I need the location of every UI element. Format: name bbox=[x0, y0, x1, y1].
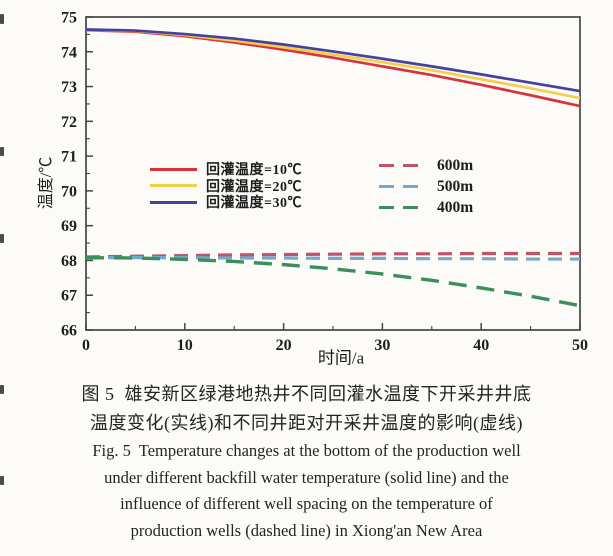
svg-text:71: 71 bbox=[61, 149, 77, 166]
legend-label-10c: 回灌温度=10℃ bbox=[206, 163, 302, 179]
legend-line-500m bbox=[379, 185, 424, 188]
figure-caption: 图 5 雄安新区绿港地热井不同回灌水温度下开采井井底 温度变化(实线)和不同井距… bbox=[0, 380, 613, 544]
svg-text:20: 20 bbox=[276, 337, 292, 354]
legend-line-30c bbox=[150, 200, 197, 204]
svg-text:75: 75 bbox=[61, 10, 77, 27]
svg-text:74: 74 bbox=[61, 44, 77, 61]
y-axis-label: 温度/℃ bbox=[38, 156, 55, 210]
series-line-3 bbox=[85, 251, 580, 259]
legend-line-600m bbox=[379, 164, 424, 167]
legend-item-30c: 回灌温度=30℃ bbox=[150, 194, 302, 211]
svg-text:70: 70 bbox=[61, 183, 77, 200]
caption-en-line2: under different backfill water temperatu… bbox=[104, 467, 509, 487]
scan-edge-mark bbox=[0, 385, 4, 394]
svg-text:72: 72 bbox=[61, 114, 77, 131]
legend-item-600m: 600m bbox=[379, 155, 473, 176]
legend-line-400m bbox=[379, 206, 424, 209]
svg-text:66: 66 bbox=[61, 323, 77, 340]
series-line-1 bbox=[85, 28, 581, 100]
svg-text:50: 50 bbox=[572, 337, 588, 354]
legend-label-400m: 400m bbox=[437, 198, 474, 216]
series-line-2 bbox=[85, 28, 581, 93]
svg-text:40: 40 bbox=[473, 337, 489, 354]
svg-text:30: 30 bbox=[374, 337, 390, 354]
legend-item-400m: 400m bbox=[379, 197, 473, 218]
svg-text:10: 10 bbox=[177, 337, 193, 354]
caption-en-line1: Fig. 5 Temperature changes at the bottom… bbox=[92, 441, 521, 460]
legend-label-600m: 600m bbox=[437, 156, 474, 174]
caption-en-line4: production wells (dashed line) in Xiong'… bbox=[130, 520, 483, 540]
svg-text:0: 0 bbox=[82, 337, 90, 354]
scan-edge-mark bbox=[0, 476, 4, 485]
x-axis-label: 时间/a bbox=[317, 348, 365, 368]
legend-label-20c: 回灌温度=20℃ bbox=[206, 179, 302, 195]
scan-edge-mark bbox=[0, 147, 4, 156]
caption-en-line3: influence of different well spacing on t… bbox=[120, 494, 493, 513]
legend-line-10c bbox=[150, 167, 197, 171]
legend-line-20c bbox=[150, 184, 197, 188]
legend-label-500m: 500m bbox=[437, 177, 474, 195]
legend-item-500m: 500m bbox=[379, 176, 473, 197]
scan-edge-mark bbox=[0, 234, 4, 243]
legend-item-10c: 回灌温度=10℃ bbox=[150, 161, 302, 178]
caption-cn-line2: 温度变化(实线)和不同井距对开采井温度的影响(虚线) bbox=[90, 413, 523, 433]
series-line-5 bbox=[85, 255, 581, 308]
svg-text:67: 67 bbox=[61, 288, 77, 305]
series-line-4 bbox=[86, 256, 580, 261]
series-line-0 bbox=[85, 28, 581, 108]
temperature-line-chart: 66 67 68 69 70 71 72 73 74 75 0 10 20 30 40 50 bbox=[61, 10, 588, 355]
svg-text:68: 68 bbox=[61, 253, 77, 270]
caption-cn-line1: 图 5 雄安新区绿港地热井不同回灌水温度下开采井井底 bbox=[81, 384, 532, 404]
legend-item-20c: 回灌温度=20℃ bbox=[150, 178, 302, 195]
legend-label-30c: 回灌温度=30℃ bbox=[206, 196, 302, 212]
legend-backfill-temperature: 回灌温度=10℃ 回灌温度=20℃ 回灌温度=30℃ bbox=[150, 161, 302, 211]
svg-text:69: 69 bbox=[61, 218, 77, 235]
svg-text:73: 73 bbox=[61, 79, 77, 96]
scan-edge-mark bbox=[0, 14, 4, 24]
legend-well-spacing: 600m 500m 400m bbox=[379, 155, 473, 218]
